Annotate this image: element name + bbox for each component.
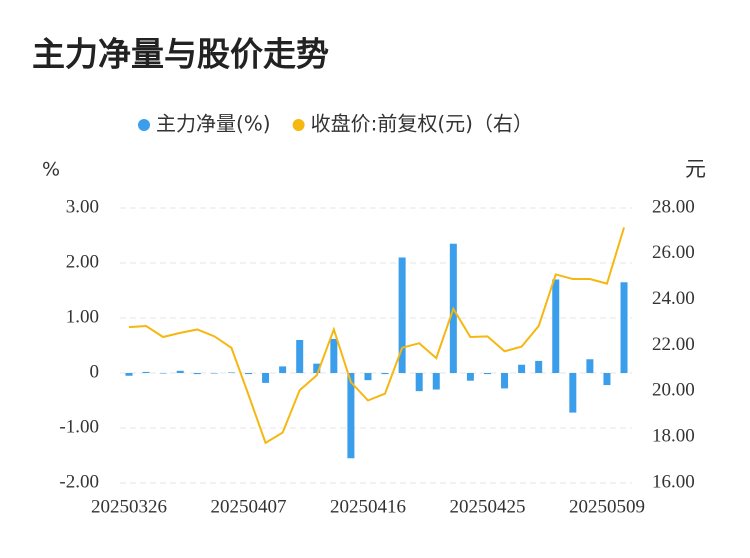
chart-title: 主力净量与股价走势	[32, 35, 329, 74]
x-tick-label: 20250407	[210, 496, 286, 517]
bar	[296, 340, 304, 373]
bar	[159, 373, 167, 374]
bar	[381, 373, 389, 375]
y-tick-label: 0	[90, 361, 100, 382]
bar	[193, 373, 201, 375]
x-tick-label: 20250416	[330, 496, 406, 517]
y2-axis-label: 元	[685, 157, 706, 181]
bar	[125, 373, 133, 376]
bar	[552, 279, 560, 373]
bar	[569, 373, 577, 413]
bar	[142, 371, 150, 373]
bar	[620, 282, 628, 373]
y-axis-label: %	[42, 159, 60, 181]
bar	[518, 364, 526, 373]
bar	[347, 373, 355, 459]
bar	[483, 373, 491, 375]
y2-tick-label: 20.00	[652, 380, 695, 401]
y-tick-label: 1.00	[66, 306, 99, 327]
bar	[262, 373, 270, 383]
y2-tick-label: 28.00	[652, 196, 695, 217]
bar	[432, 373, 440, 390]
legend-label: 收盘价:前复权(元)（右）	[311, 112, 533, 136]
y2-tick-label: 26.00	[652, 242, 695, 263]
bar	[415, 373, 423, 392]
legend-marker	[138, 119, 150, 131]
legend-label: 主力净量(%)	[156, 112, 271, 136]
bar	[279, 366, 287, 373]
y2-tick-label: 18.00	[652, 426, 695, 447]
x-tick-label: 20250326	[91, 496, 167, 517]
legend-marker	[292, 119, 305, 131]
price-line	[128, 227, 625, 445]
x-tick-label: 20250425	[449, 496, 525, 517]
bar	[210, 373, 218, 374]
bar	[535, 360, 543, 373]
y2-tick-label: 16.00	[652, 471, 695, 492]
bar	[244, 373, 252, 375]
bar	[313, 363, 321, 373]
y-tick-label: 2.00	[66, 251, 99, 272]
y-tick-label: 3.00	[66, 196, 99, 217]
y2-tick-label: 22.00	[652, 334, 695, 355]
bar	[586, 359, 594, 373]
bar	[398, 257, 406, 373]
bar	[603, 373, 611, 386]
bar	[176, 370, 184, 373]
y2-tick-label: 24.00	[652, 288, 695, 309]
x-tick-label: 20250509	[569, 496, 645, 517]
bar	[501, 373, 509, 389]
bar	[364, 373, 372, 381]
y-tick-label: -1.00	[59, 416, 99, 437]
y-tick-label: -2.00	[59, 471, 99, 492]
bar	[466, 373, 474, 381]
bar	[330, 338, 338, 373]
bar	[227, 372, 235, 373]
